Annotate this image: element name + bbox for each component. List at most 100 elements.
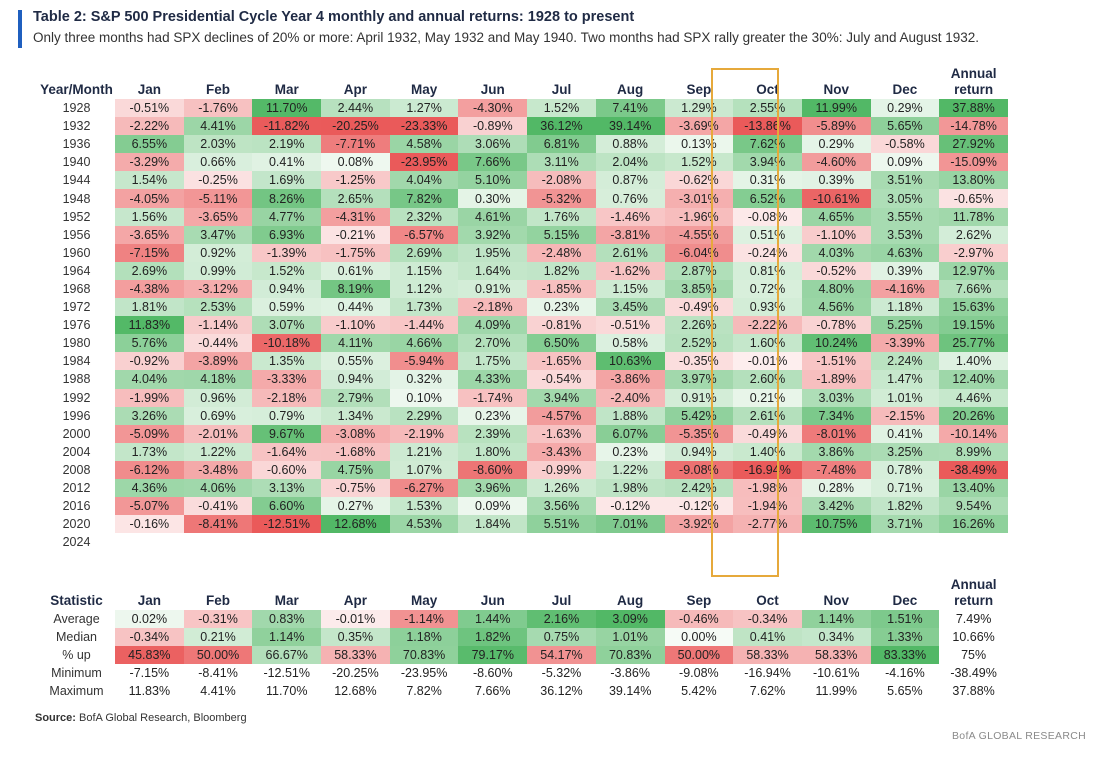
value-cell: 0.93% bbox=[733, 298, 802, 317]
value-cell: 39.14% bbox=[595, 117, 665, 136]
value-cell: 3.07% bbox=[252, 316, 322, 335]
value-cell: -1.51% bbox=[801, 352, 871, 371]
value-cell: 7.49% bbox=[939, 610, 1008, 629]
value-cell: -0.44% bbox=[183, 334, 253, 353]
value-cell: 7.62% bbox=[733, 135, 802, 154]
value-cell: 1.69% bbox=[252, 171, 322, 190]
value-cell: 3.26% bbox=[115, 406, 184, 425]
table-row: 1992 -1.99% 0.96% -2.18% 2.79% 0.10% -1.74% 3.9… bbox=[38, 388, 1008, 407]
row-header-label: Statistic bbox=[50, 593, 103, 608]
value-cell: 20.26% bbox=[939, 406, 1008, 425]
value-cell: 0.94% bbox=[664, 442, 734, 461]
value-cell: 0.30% bbox=[458, 189, 528, 208]
value-cell: 3.05% bbox=[870, 189, 940, 208]
value-cell: 13.40% bbox=[939, 478, 1008, 498]
value-cell: -1.63% bbox=[527, 424, 596, 443]
value-cell: 1.44% bbox=[458, 610, 528, 629]
value-cell: 1.60% bbox=[733, 334, 802, 353]
row-label: 1948 bbox=[62, 191, 91, 206]
value-cell: 1.98% bbox=[595, 478, 665, 498]
value-cell bbox=[389, 533, 459, 552]
value-cell: 1.51% bbox=[870, 610, 940, 629]
value-cell: 1.40% bbox=[733, 442, 802, 461]
value-cell: 1.14% bbox=[801, 610, 871, 629]
value-cell: -38.49% bbox=[939, 460, 1008, 479]
value-cell: 9.67% bbox=[252, 424, 322, 443]
value-cell: -0.89% bbox=[458, 117, 528, 136]
value-cell: 4.66% bbox=[389, 334, 459, 353]
value-cell: 2.26% bbox=[664, 316, 734, 335]
value-cell: 1.01% bbox=[595, 628, 665, 647]
value-cell: 3.25% bbox=[870, 442, 940, 461]
row-label: 1960 bbox=[62, 245, 91, 260]
value-cell: 10.63% bbox=[595, 352, 665, 371]
column-header: Dec bbox=[892, 593, 918, 608]
value-cell: 1.21% bbox=[389, 442, 459, 461]
table-row: 2024 bbox=[38, 533, 1008, 552]
value-cell: 0.71% bbox=[870, 478, 940, 498]
value-cell: -8.01% bbox=[801, 424, 871, 443]
value-cell: 7.62% bbox=[733, 682, 802, 701]
value-cell: 8.19% bbox=[321, 279, 390, 299]
value-cell: -2.22% bbox=[115, 117, 184, 136]
value-cell: 0.81% bbox=[733, 261, 802, 280]
row-label: 2008 bbox=[62, 462, 91, 477]
value-cell: 12.68% bbox=[321, 682, 390, 701]
value-cell: -2.77% bbox=[733, 515, 802, 534]
value-cell: -2.19% bbox=[389, 424, 459, 443]
row-label: 1976 bbox=[62, 318, 91, 333]
value-cell: 4.09% bbox=[458, 316, 528, 335]
value-cell: 1.26% bbox=[527, 478, 596, 498]
value-cell: 4.04% bbox=[389, 171, 459, 190]
value-cell: -0.08% bbox=[733, 207, 802, 226]
table-row: 1968 -4.38% -3.12% 0.94% 8.19% 1.12% 0.91% -1.8… bbox=[38, 279, 1008, 299]
value-cell: -23.33% bbox=[389, 117, 459, 136]
row-label: 1936 bbox=[62, 137, 91, 152]
value-cell: -5.89% bbox=[801, 117, 871, 136]
value-cell: -0.49% bbox=[733, 424, 802, 443]
value-cell: 1.22% bbox=[595, 460, 665, 479]
row-label: 1980 bbox=[62, 336, 91, 351]
value-cell: -16.94% bbox=[733, 460, 802, 479]
row-label: % up bbox=[62, 648, 91, 663]
value-cell: -0.46% bbox=[664, 610, 734, 629]
value-cell: -4.05% bbox=[115, 189, 184, 208]
value-cell: 54.17% bbox=[527, 646, 596, 665]
value-cell: 1.47% bbox=[870, 370, 940, 389]
value-cell: -3.08% bbox=[321, 424, 390, 443]
value-cell: 1.29% bbox=[664, 99, 734, 118]
value-cell: 0.29% bbox=[801, 135, 871, 154]
value-cell: 1.82% bbox=[458, 628, 528, 647]
column-header: Jun bbox=[480, 82, 505, 97]
value-cell: 37.88% bbox=[939, 99, 1008, 118]
value-cell: -12.51% bbox=[252, 515, 322, 534]
table-row: 1996 3.26% 0.69% 0.79% 1.34% 2.29% 0.23% -4.57%… bbox=[38, 406, 1008, 425]
value-cell: -0.41% bbox=[183, 497, 253, 516]
value-cell: -13.86% bbox=[733, 117, 802, 136]
value-cell: 1.35% bbox=[252, 352, 322, 371]
value-cell: 1.22% bbox=[183, 442, 253, 461]
value-cell: 50.00% bbox=[664, 646, 734, 665]
value-cell: -1.64% bbox=[252, 442, 322, 461]
value-cell: 1.64% bbox=[458, 261, 528, 280]
column-header: Nov bbox=[823, 593, 849, 608]
value-cell: 4.41% bbox=[183, 682, 253, 701]
value-cell: 5.42% bbox=[664, 406, 734, 425]
value-cell: 0.92% bbox=[183, 243, 253, 262]
value-cell: 11.78% bbox=[939, 207, 1008, 226]
value-cell: -5.32% bbox=[527, 189, 596, 208]
row-label: 1956 bbox=[62, 227, 91, 242]
value-cell: -4.55% bbox=[664, 225, 734, 244]
value-cell: 0.35% bbox=[321, 628, 390, 647]
value-cell: -3.86% bbox=[595, 370, 665, 389]
value-cell: -3.81% bbox=[595, 225, 665, 244]
column-header: Annual return bbox=[950, 66, 997, 97]
value-cell: -4.30% bbox=[458, 99, 528, 118]
value-cell: -5.11% bbox=[183, 189, 253, 208]
value-cell: -1.14% bbox=[183, 316, 253, 335]
table-row: 2016 -5.07% -0.41% 6.60% 0.27% 1.53% 0.09% 3.56… bbox=[38, 497, 1008, 516]
value-cell: 7.41% bbox=[595, 99, 665, 118]
table-row: 2020 -0.16% -8.41% -12.51% 12.68% 4.53% 1.84% 5… bbox=[38, 515, 1008, 534]
value-cell: 5.51% bbox=[527, 515, 596, 534]
value-cell: 4.41% bbox=[183, 117, 253, 136]
